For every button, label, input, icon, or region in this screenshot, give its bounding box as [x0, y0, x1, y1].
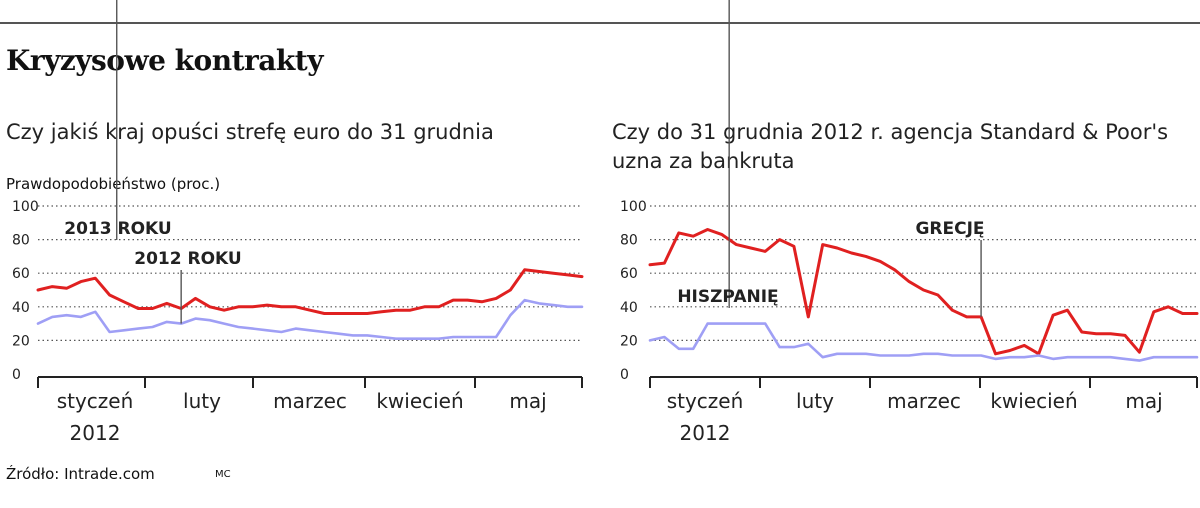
y-tick-label: 40 — [620, 300, 638, 316]
month-label: styczeń — [57, 389, 134, 413]
month-label: luty — [796, 389, 834, 413]
series-line-1 — [36, 298, 584, 341]
month-label: styczeń — [667, 389, 744, 413]
annotation-label: 2013 ROKU — [64, 219, 171, 239]
annotation-label: 2012 ROKU — [134, 249, 241, 269]
y-tick-label: 80 — [620, 233, 638, 249]
month-label: marzec — [887, 389, 961, 413]
y-tick-label: 40 — [12, 300, 30, 316]
month-label: maj — [509, 389, 546, 413]
y-tick-label: 100 — [12, 199, 39, 215]
top-rule — [0, 22, 1200, 24]
source-note: Źródło: Intrade.com — [6, 465, 155, 483]
month-label: kwiecień — [990, 389, 1077, 413]
y-axis-label: Prawdopodobieństwo (proc.) — [6, 175, 221, 193]
series-line-0 — [36, 268, 584, 315]
chart-left-title: Czy jakiś kraj opuści strefę euro do 31 … — [6, 120, 494, 144]
page-title: Kryzysowe kontrakty — [6, 44, 324, 77]
series-line-1 — [648, 322, 1199, 362]
chart-right-title: Czy do 31 grudnia 2012 r. agencja Standa… — [612, 120, 1169, 173]
annotation-label: GRECJĘ — [915, 219, 984, 239]
y-tick-label: 20 — [12, 333, 30, 349]
year-label: 2012 — [680, 421, 731, 445]
y-tick-label: 80 — [12, 233, 30, 249]
y-tick-label: 60 — [620, 266, 638, 282]
y-tick-label: 60 — [12, 266, 30, 282]
y-tick-label: 0 — [620, 367, 629, 383]
series-line-0 — [648, 228, 1199, 356]
month-label: kwiecień — [376, 389, 463, 413]
y-tick-label: 100 — [620, 199, 647, 215]
year-label: 2012 — [70, 421, 121, 445]
month-label: luty — [183, 389, 221, 413]
author-initials: MC — [215, 469, 231, 480]
month-label: marzec — [273, 389, 347, 413]
y-tick-label: 0 — [12, 367, 21, 383]
annotation-label: HISZPANIĘ — [677, 287, 778, 307]
y-tick-label: 20 — [620, 333, 638, 349]
month-label: maj — [1125, 389, 1162, 413]
